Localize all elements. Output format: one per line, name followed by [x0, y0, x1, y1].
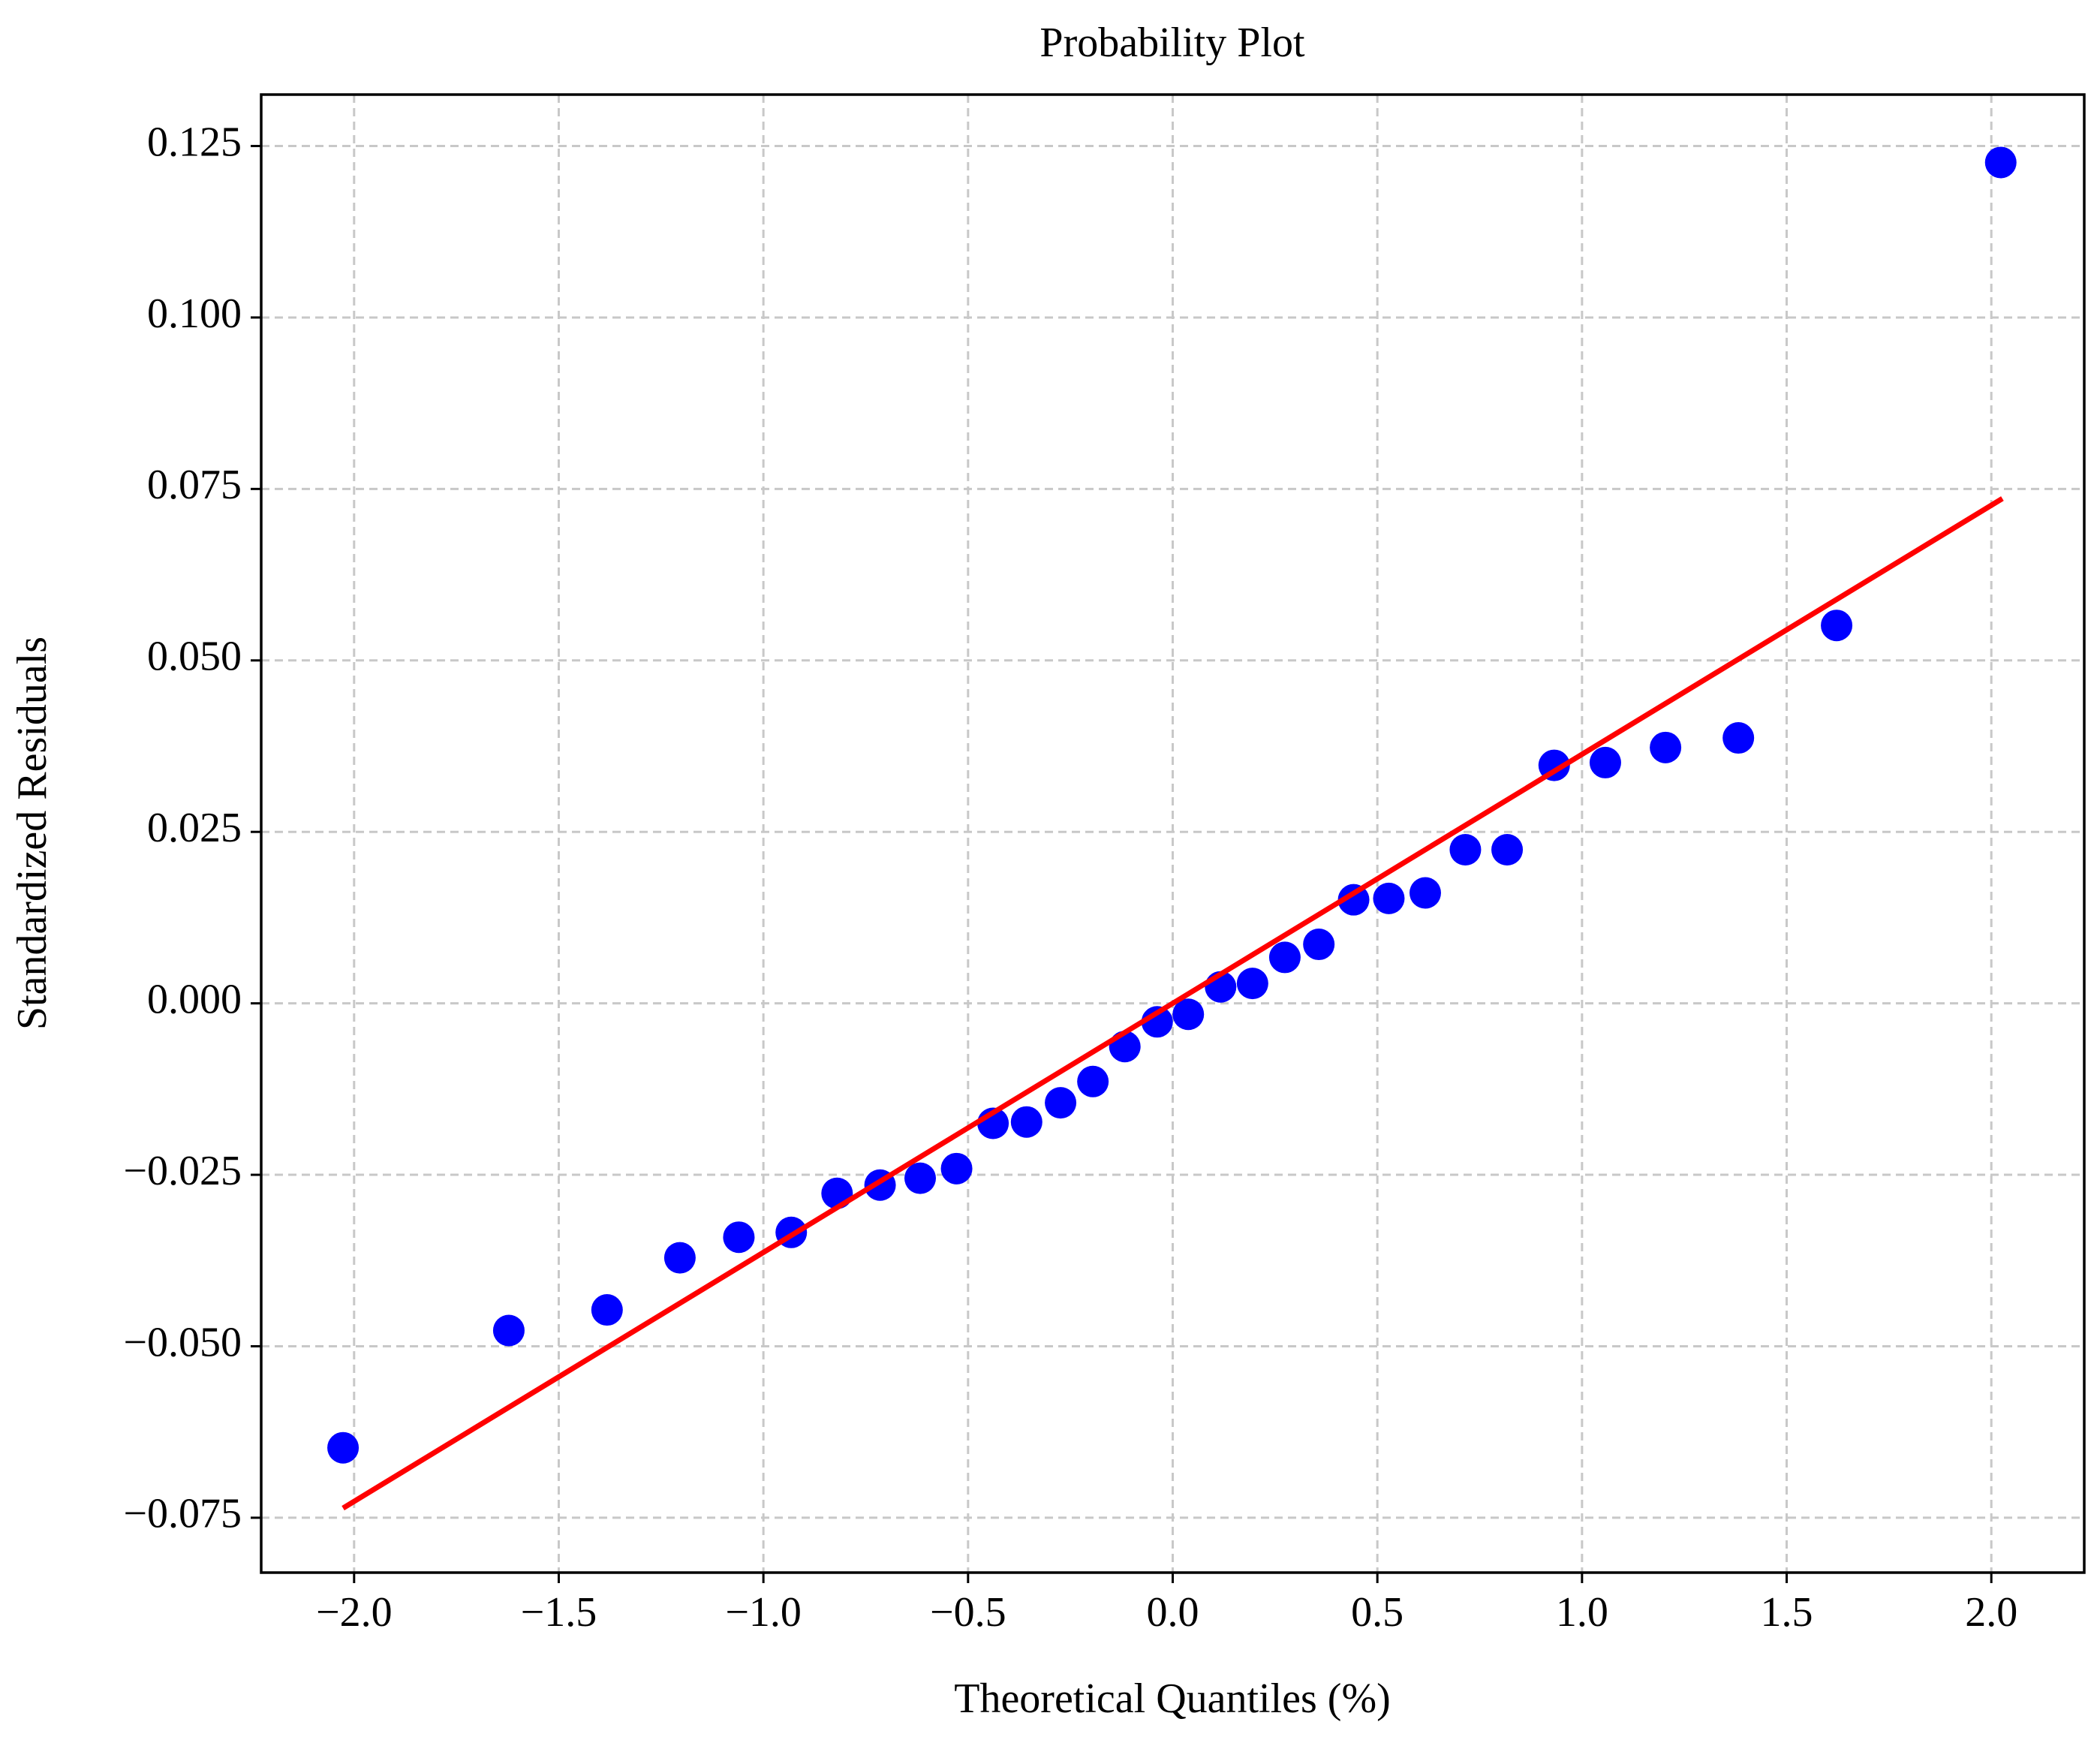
x-tick-label: −2.0	[316, 1589, 393, 1636]
point	[1722, 722, 1755, 754]
point	[1449, 833, 1482, 865]
point	[663, 1242, 696, 1274]
point	[821, 1177, 853, 1209]
y-tick-label: 0.025	[147, 805, 242, 851]
y-tick-label: 0.050	[147, 634, 242, 680]
plot-frame	[260, 93, 2086, 1574]
x-tick-label: −1.0	[725, 1589, 802, 1636]
point	[1409, 877, 1441, 909]
point	[1077, 1065, 1109, 1097]
y-tick-label: 0.125	[147, 119, 242, 165]
x-tick-label: −1.5	[521, 1589, 597, 1636]
chart-title: Probability Plot	[1039, 20, 1305, 66]
y-tick-label: 0.100	[147, 290, 242, 337]
y-tick-label: 0.075	[147, 462, 242, 508]
y-tick-label: −0.025	[123, 1148, 242, 1194]
point	[904, 1162, 937, 1194]
point	[1984, 146, 2017, 179]
x-tick-label: −0.5	[930, 1589, 1006, 1636]
point	[1337, 884, 1370, 916]
y-tick-label: −0.050	[123, 1319, 242, 1365]
x-axis-label: Theoretical Quantiles (%)	[954, 1675, 1391, 1722]
point	[1141, 1006, 1173, 1038]
x-tick-label: 0.5	[1351, 1589, 1404, 1636]
point	[1589, 746, 1621, 778]
point	[327, 1431, 360, 1464]
point	[1373, 882, 1405, 914]
x-tick-label: 1.5	[1761, 1589, 1813, 1636]
point	[1045, 1087, 1077, 1119]
point	[1303, 929, 1335, 961]
point	[940, 1152, 973, 1185]
point	[1491, 833, 1524, 865]
x-tick-label: 2.0	[1965, 1589, 2017, 1636]
y-tick-label: −0.075	[123, 1491, 242, 1537]
point	[1172, 998, 1205, 1031]
point	[1010, 1106, 1042, 1138]
point	[723, 1221, 755, 1254]
point	[1236, 968, 1268, 1000]
x-tick-label: 0.0	[1147, 1589, 1199, 1636]
point	[1821, 610, 1853, 642]
point	[492, 1314, 525, 1347]
x-tick-label: 1.0	[1556, 1589, 1608, 1636]
fit-line	[341, 496, 2004, 1511]
point	[591, 1294, 623, 1326]
y-tick-label: 0.000	[147, 976, 242, 1022]
point	[1268, 941, 1301, 974]
y-axis-label: Standardized Residuals	[9, 637, 56, 1030]
point	[1650, 731, 1682, 763]
